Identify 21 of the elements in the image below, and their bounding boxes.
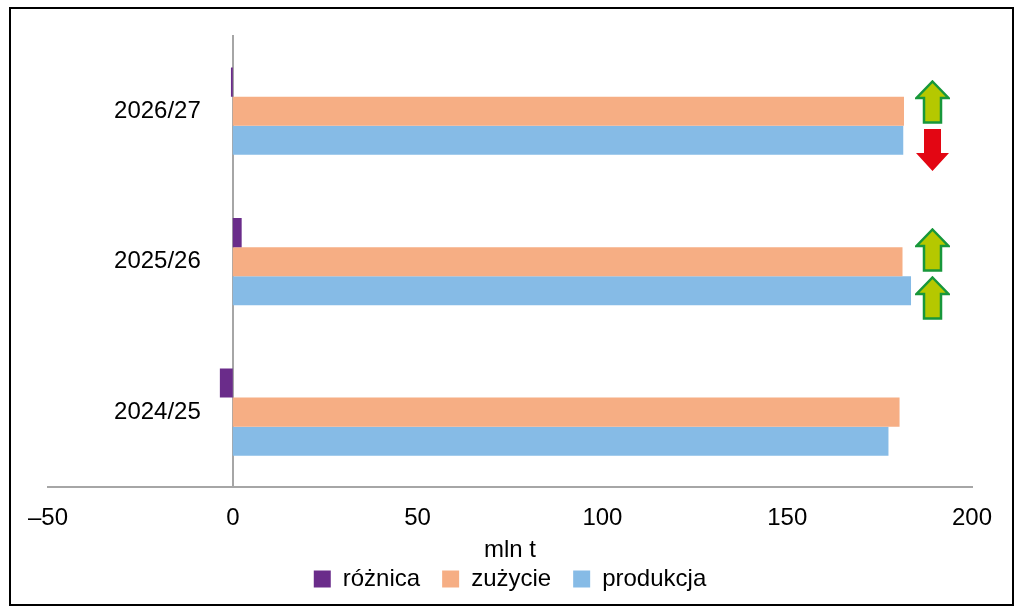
legend-label: produkcja	[602, 563, 707, 591]
bar	[232, 276, 912, 306]
x-tick-label: –50	[27, 502, 69, 530]
y-tick-label: 2025/26	[114, 246, 201, 274]
y-tick-label: 2026/27	[114, 95, 201, 123]
bar	[232, 397, 900, 427]
x-axis-title: mln t	[483, 535, 537, 563]
legend-label: różnica	[342, 563, 421, 591]
x-tick-label: 100	[582, 502, 623, 530]
x-tick-label: 0	[226, 502, 240, 530]
x-tick-label: 200	[951, 502, 993, 530]
bar	[232, 426, 889, 456]
bar	[232, 96, 904, 126]
bar	[232, 125, 904, 155]
bar	[232, 218, 242, 248]
bar	[232, 247, 903, 277]
legend-label: zużycie	[471, 563, 552, 591]
x-tick-label: 50	[404, 502, 431, 530]
bar	[219, 368, 233, 398]
x-tick-label: 150	[767, 502, 808, 530]
y-tick-label: 2024/25	[114, 396, 201, 424]
